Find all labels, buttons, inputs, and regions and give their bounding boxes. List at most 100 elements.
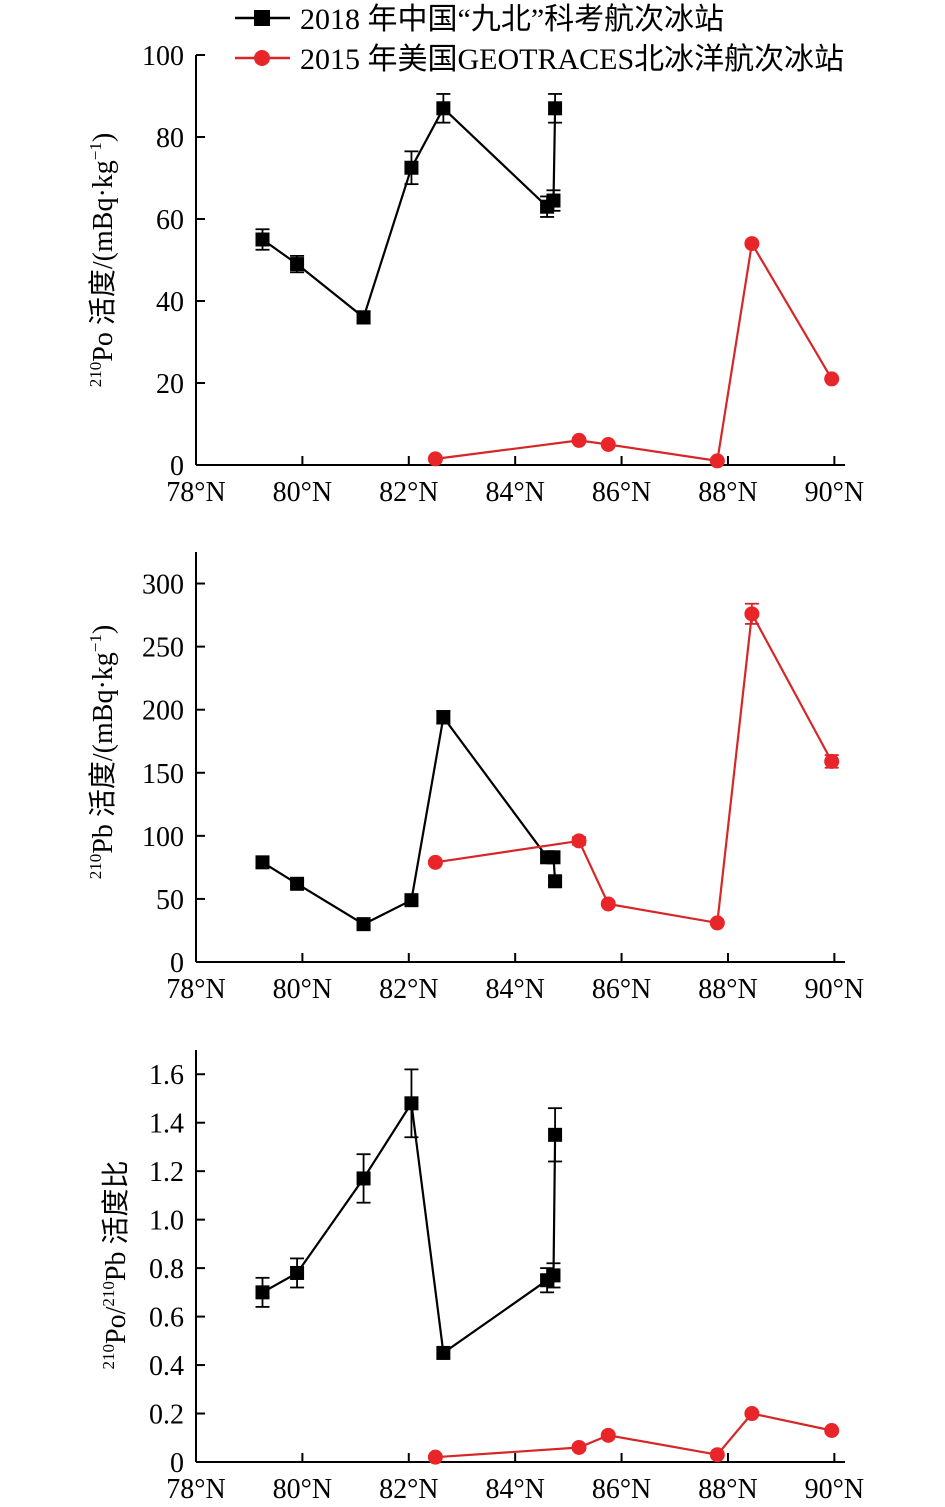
- data-point-square: [436, 101, 451, 116]
- x-tick-label: 88°N: [698, 974, 757, 1005]
- y-tick-label: 20: [156, 369, 184, 400]
- y-label-text: ): [88, 133, 119, 142]
- y-tick-label: 0: [170, 948, 184, 979]
- y-tick-label: 0.4: [149, 1351, 184, 1382]
- y-tick-label: 1.4: [149, 1109, 184, 1140]
- y-tick-label: 0.8: [149, 1254, 184, 1285]
- y-tick-label: 80: [156, 123, 184, 154]
- x-tick-label: 80°N: [273, 477, 332, 508]
- y-label-superscript: −1: [86, 634, 105, 652]
- x-tick-label: 90°N: [805, 477, 864, 508]
- y-tick-label: 1.2: [149, 1157, 184, 1188]
- y-tick-label: 200: [142, 696, 184, 727]
- y-tick-label: 150: [142, 759, 184, 790]
- x-tick-label: 78°N: [166, 974, 225, 1005]
- x-tick-label: 90°N: [805, 974, 864, 1005]
- y-tick-label: 50: [156, 885, 184, 916]
- legend-entry-red: 2015 年美国GEOTRACES北冰洋航次冰站: [235, 43, 844, 76]
- y-tick-label: 0.6: [149, 1303, 184, 1334]
- data-point-square: [255, 232, 270, 247]
- x-tick-label: 78°N: [166, 1474, 225, 1505]
- data-point-circle: [600, 1427, 616, 1443]
- legend-marker-square-icon: [254, 10, 270, 26]
- x-tick-label: 90°N: [805, 1474, 864, 1505]
- data-point-circle: [571, 432, 587, 448]
- y-label-text: Pb 活度比: [100, 1161, 132, 1282]
- data-point-square: [290, 876, 305, 891]
- y-tick-label: 100: [142, 41, 184, 72]
- y-tick-label: 1.6: [149, 1060, 184, 1091]
- data-point-square: [546, 850, 561, 865]
- data-point-square: [356, 1171, 371, 1186]
- data-point-square: [548, 101, 563, 116]
- x-tick-label: 88°N: [698, 1474, 757, 1505]
- x-tick-label: 82°N: [379, 477, 438, 508]
- x-tick-label: 82°N: [379, 1474, 438, 1505]
- data-point-circle: [709, 1447, 725, 1463]
- data-point-square: [356, 917, 371, 932]
- y-axis-label: 210Po/210Pb 活度比: [99, 1161, 132, 1370]
- y-tick-label: 40: [156, 287, 184, 318]
- x-tick-label: 86°N: [592, 477, 651, 508]
- y-tick-label: 300: [142, 570, 184, 601]
- y-label-text: Po/: [101, 1306, 132, 1344]
- data-point-square: [548, 1127, 563, 1142]
- data-point-circle: [824, 753, 840, 769]
- y-tick-label: 0.2: [149, 1400, 184, 1431]
- legend-entry-black: 2018 年中国“九北”科考航次冰站: [235, 3, 724, 36]
- y-axis-label: 210Pb 活度/(mBq·kg−1): [86, 625, 119, 879]
- series-2015: [427, 602, 840, 931]
- data-point-square: [404, 1096, 419, 1111]
- data-point-square: [290, 257, 305, 272]
- data-point-square: [546, 1268, 561, 1283]
- data-point-circle: [571, 833, 587, 849]
- chart-panel-1: 0 20 40 60 80 100 78°N 80°N 82°N 84°N 86°N 88°N 90°N…: [86, 41, 864, 508]
- y-tick-label: 60: [156, 205, 184, 236]
- y-axis-label: 210Po 活度/(mBq·kg−1): [86, 133, 119, 387]
- data-point-square: [404, 160, 419, 175]
- series-2015: [427, 1406, 840, 1465]
- y-label-text: Pb 活度/(mBq·kg: [87, 652, 119, 853]
- y-label-text: ): [88, 625, 119, 634]
- series-2018: [255, 710, 563, 932]
- x-tick-label: 84°N: [485, 1474, 544, 1505]
- data-point-circle: [824, 1422, 840, 1438]
- legend-label-black: 2018 年中国“九北”科考航次冰站: [300, 3, 724, 36]
- series-line: [261, 714, 557, 926]
- data-point-square: [436, 1345, 451, 1360]
- x-tick-label: 86°N: [592, 1474, 651, 1505]
- data-point-circle: [600, 896, 616, 912]
- chart-panel-3: 0 0.2 0.4 0.6 0.8 1.0 1.2 1.4 1.6 78°N 80°N 82°N 84°…: [99, 1050, 864, 1505]
- y-label-superscript: 210: [99, 1344, 118, 1370]
- panels: 0 20 40 60 80 100 78°N 80°N 82°N 84°N 86°N 88°N 90°N…: [86, 41, 864, 1505]
- x-tick-label: 84°N: [485, 477, 544, 508]
- series-2015: [427, 236, 840, 469]
- y-label-superscript: −1: [86, 142, 105, 160]
- data-point-square: [548, 874, 563, 889]
- data-point-circle: [744, 606, 760, 622]
- data-point-circle: [744, 236, 760, 252]
- x-tick-label: 82°N: [379, 974, 438, 1005]
- data-point-circle: [824, 371, 840, 387]
- chart-panel-2: 0 50 100 150 200 250 300 78°N 80°N 82°N 84°N 86°N 88…: [86, 552, 864, 1005]
- x-tick-label: 86°N: [592, 974, 651, 1005]
- y-tick-label: 0: [170, 451, 184, 482]
- y-tick-label: 250: [142, 633, 184, 664]
- x-tick-label: 80°N: [273, 974, 332, 1005]
- data-point-square: [255, 855, 270, 870]
- y-label-superscript: 210: [99, 1281, 118, 1307]
- data-point-square: [546, 193, 561, 208]
- y-tick-label: 0: [170, 1448, 184, 1479]
- data-point-square: [255, 1285, 270, 1300]
- legend-label-red: 2015 年美国GEOTRACES北冰洋航次冰站: [300, 43, 844, 76]
- series-2018: [255, 93, 563, 325]
- y-label-superscript: 210: [86, 362, 105, 388]
- x-tick-label: 88°N: [698, 477, 757, 508]
- data-point-circle: [427, 854, 443, 870]
- data-point-circle: [427, 451, 443, 467]
- y-label-text: Po 活度/(mBq·kg: [87, 160, 119, 361]
- series-line: [261, 1100, 557, 1355]
- data-point-circle: [571, 1439, 587, 1455]
- y-tick-label: 1.0: [149, 1206, 184, 1237]
